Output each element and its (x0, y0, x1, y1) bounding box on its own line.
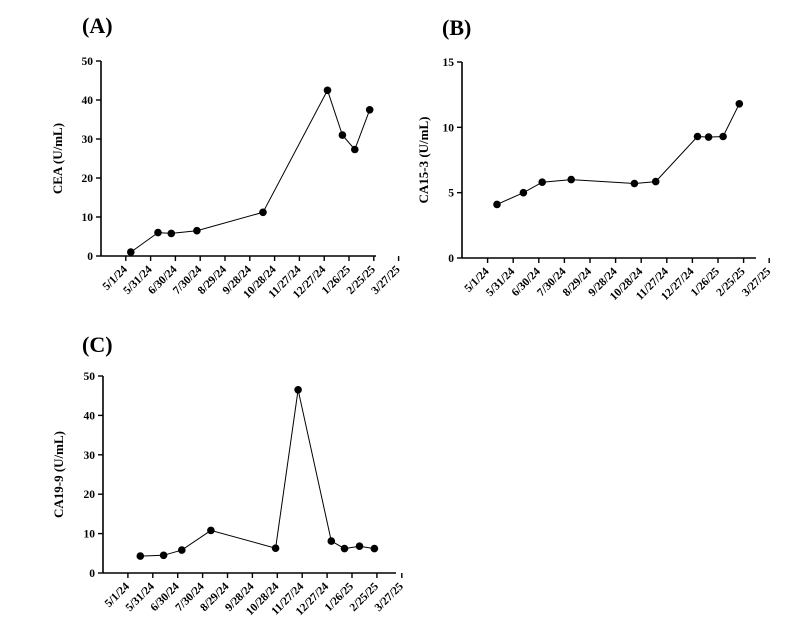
data-point (323, 86, 332, 95)
y-tick-label: 0 (87, 251, 93, 263)
data-point (493, 200, 501, 209)
x-tick-label: 3/27/25 (373, 580, 407, 614)
data-point (193, 226, 201, 235)
data-point (519, 188, 528, 197)
data-point (651, 177, 660, 186)
data-point (704, 133, 713, 141)
y-tick-label: 0 (89, 568, 95, 580)
chart-ca19-9: (C)010203040505/1/245/31/246/30/247/30/2… (51, 332, 406, 618)
data-point (693, 132, 702, 141)
x-tick-label: 3/27/25 (740, 265, 774, 299)
data-point (630, 179, 639, 188)
y-tick-label: 30 (82, 134, 94, 146)
y-tick-label: 10 (82, 212, 94, 224)
data-point (167, 229, 176, 238)
data-point (567, 175, 575, 184)
data-point (719, 132, 727, 141)
data-point (207, 526, 215, 535)
series-line (140, 389, 375, 557)
panel-label: (B) (442, 15, 471, 40)
y-tick-label: 30 (84, 450, 96, 462)
chart-ca15-3: (B)0510155/1/245/31/246/30/247/30/248/29… (416, 15, 773, 303)
data-point (351, 145, 359, 154)
panel-label: (C) (82, 332, 113, 357)
data-point (355, 542, 364, 550)
y-axis-title: CEA (U/mL) (50, 123, 65, 194)
y-tick-label: 0 (448, 253, 454, 265)
data-point (259, 208, 267, 217)
data-point (154, 228, 162, 237)
y-tick-label: 5 (448, 188, 454, 200)
y-tick-label: 20 (82, 173, 94, 185)
data-point (370, 544, 379, 553)
panel-label: (A) (82, 13, 113, 38)
y-tick-label: 20 (84, 489, 96, 501)
data-point (365, 106, 374, 114)
y-tick-label: 50 (84, 371, 96, 383)
x-tick-label: 3/27/25 (369, 263, 403, 297)
data-point (178, 546, 186, 554)
data-point (294, 386, 302, 394)
y-tick-label: 10 (84, 529, 96, 541)
data-point (735, 100, 744, 108)
data-point (271, 544, 280, 552)
y-axis-title: CA19-9 (U/mL) (51, 431, 66, 518)
y-tick-label: 10 (443, 122, 455, 134)
data-point (340, 544, 349, 553)
series-line (130, 89, 371, 253)
y-tick-label: 50 (82, 56, 94, 68)
data-point (338, 131, 347, 139)
chart-cea: (A)010203040505/1/245/31/246/30/247/30/2… (50, 13, 403, 301)
y-tick-label: 40 (82, 95, 94, 107)
data-point (136, 552, 145, 560)
data-point (159, 551, 168, 560)
y-tick-label: 40 (84, 410, 96, 422)
y-tick-label: 15 (443, 57, 455, 69)
series-line (496, 103, 740, 205)
data-point (127, 248, 135, 256)
y-axis-title: CA15-3 (U/mL) (416, 116, 431, 203)
data-point (327, 537, 336, 545)
data-point (538, 178, 546, 186)
